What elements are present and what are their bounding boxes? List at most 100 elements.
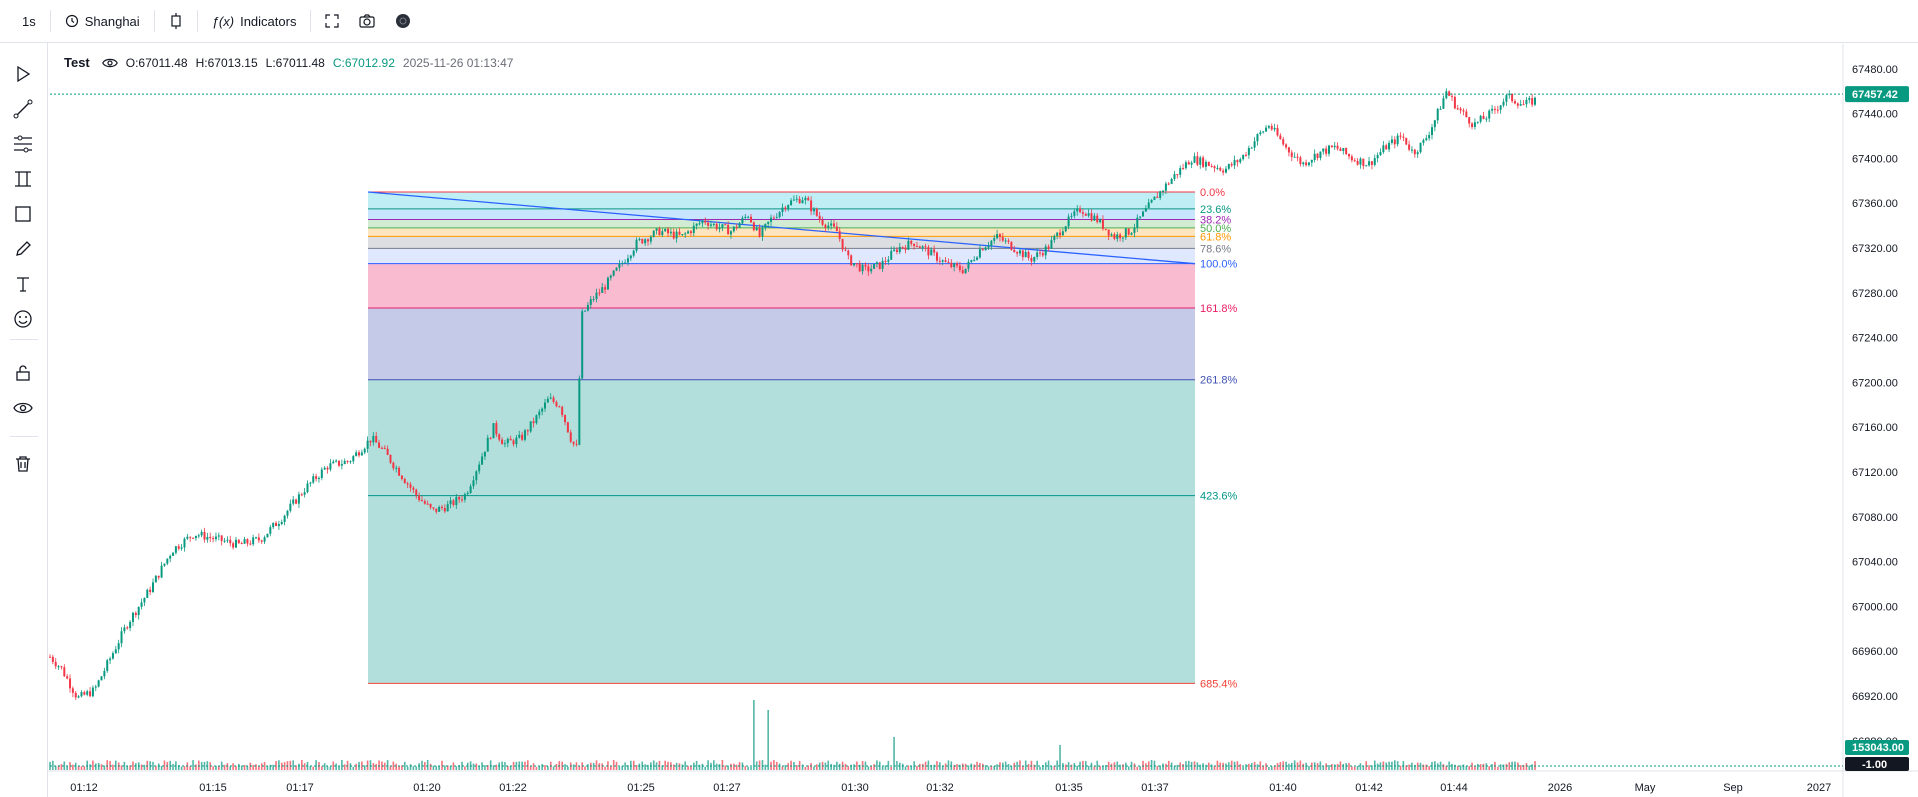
- candle-body: [933, 249, 936, 253]
- candle-body: [1285, 144, 1288, 148]
- volume-bar: [1027, 764, 1030, 770]
- fullscreen-button[interactable]: [315, 6, 349, 36]
- candle-body: [635, 239, 638, 251]
- volume-bar: [1270, 766, 1273, 770]
- volume-bar: [1165, 763, 1167, 770]
- candle-body: [1468, 117, 1471, 124]
- indicators-button[interactable]: ƒ(x) Indicators: [202, 6, 307, 36]
- delete-tool-button[interactable]: [9, 450, 37, 478]
- volume-bar: [652, 760, 655, 770]
- volume-bar: [392, 761, 395, 770]
- time-tick-label: May: [1635, 782, 1656, 794]
- candle-body: [1156, 196, 1159, 198]
- candle-body: [1050, 240, 1053, 249]
- chart-type-button[interactable]: [159, 6, 193, 36]
- candle-body: [255, 537, 258, 539]
- volume-bar: [135, 763, 137, 770]
- fib-retracement[interactable]: 0.0% 23.6%38.2%50.0%61.8%78.6% 100.0% 161.8…: [368, 187, 1238, 690]
- volume-bar: [790, 760, 792, 770]
- fib-tool-button[interactable]: [9, 130, 37, 158]
- visibility-tool-button[interactable]: [9, 394, 37, 422]
- candle-body: [1339, 148, 1342, 151]
- eye-icon[interactable]: [101, 57, 118, 69]
- candle-body: [186, 536, 189, 539]
- candle-body: [174, 546, 177, 553]
- candle-body: [1299, 157, 1302, 165]
- candle-body: [744, 216, 747, 218]
- price-tick-label: 67080.00: [1852, 512, 1898, 524]
- candle-body: [778, 211, 781, 218]
- candle-body: [838, 231, 841, 239]
- emoji-tool-button[interactable]: [9, 305, 37, 333]
- clock-icon: [65, 14, 78, 28]
- volume-bar: [103, 765, 106, 770]
- volume-bar: [349, 763, 352, 770]
- candle-body: [1059, 232, 1062, 236]
- candle-body: [426, 503, 429, 505]
- trend-line-tool-button[interactable]: [9, 95, 37, 123]
- candle-body: [1130, 232, 1133, 235]
- candle-body: [223, 540, 226, 542]
- volume-bar: [189, 766, 192, 770]
- candle-body: [1410, 149, 1413, 151]
- volume-bar: [177, 765, 180, 770]
- lock-tool-button[interactable]: [9, 359, 37, 387]
- text-tool-button[interactable]: [9, 270, 37, 298]
- candle-body: [644, 239, 647, 244]
- candle-body: [1162, 190, 1165, 192]
- candle-body: [535, 415, 538, 424]
- cursor-tool-button[interactable]: [9, 60, 37, 88]
- volume-bar: [424, 762, 426, 770]
- candle-body: [921, 246, 924, 248]
- candle-body: [1522, 104, 1525, 106]
- volume-bar: [226, 763, 229, 770]
- volume-bar: [1522, 764, 1525, 770]
- candle-body: [732, 226, 735, 232]
- volume-bar: [813, 766, 815, 770]
- screenshot-button[interactable]: [349, 6, 385, 36]
- volume-bar: [415, 766, 418, 770]
- candle-body: [1093, 215, 1096, 221]
- volume-bar: [243, 765, 246, 770]
- volume-bar: [1502, 764, 1505, 770]
- volume-bar: [715, 763, 718, 770]
- brush-tool-button[interactable]: [9, 235, 37, 263]
- candle-body: [675, 231, 678, 239]
- candle-body: [109, 658, 112, 661]
- volume-bar: [1047, 760, 1050, 770]
- interval-button[interactable]: 1s: [0, 6, 46, 36]
- theme-button[interactable]: [385, 6, 421, 36]
- candle-body: [200, 531, 203, 536]
- candle-body: [1210, 165, 1213, 167]
- volume-bar: [486, 765, 489, 770]
- rectangle-tool-button[interactable]: [9, 200, 37, 228]
- candle-body: [1390, 139, 1393, 143]
- volume-bar: [129, 765, 131, 770]
- volume-bar: [195, 764, 197, 770]
- timezone-button[interactable]: Shanghai: [55, 6, 150, 36]
- candle-body: [212, 538, 215, 540]
- candle-body: [1453, 96, 1456, 109]
- candle-body: [1488, 110, 1491, 119]
- volume-bar: [1396, 761, 1399, 770]
- volume-bar: [292, 760, 295, 770]
- pattern-tool-button[interactable]: [9, 165, 37, 193]
- candle-body: [824, 224, 827, 228]
- volume-bar: [1299, 760, 1302, 770]
- high-value: H:67013.15: [195, 55, 258, 70]
- volume-bar: [169, 760, 171, 770]
- candle-body: [555, 401, 558, 407]
- candle-body: [395, 467, 398, 469]
- candle-body: [1531, 98, 1534, 105]
- volume-bar: [1359, 763, 1362, 770]
- trend-line[interactable]: [367, 191, 1196, 265]
- candle-body: [1056, 232, 1059, 236]
- candle-body: [1534, 97, 1536, 105]
- volume-bar: [258, 765, 260, 770]
- candle-body: [1393, 139, 1396, 145]
- candle-body: [918, 246, 921, 248]
- candle-body: [349, 461, 352, 463]
- candle-body: [1267, 126, 1270, 128]
- volume-bar: [395, 763, 398, 770]
